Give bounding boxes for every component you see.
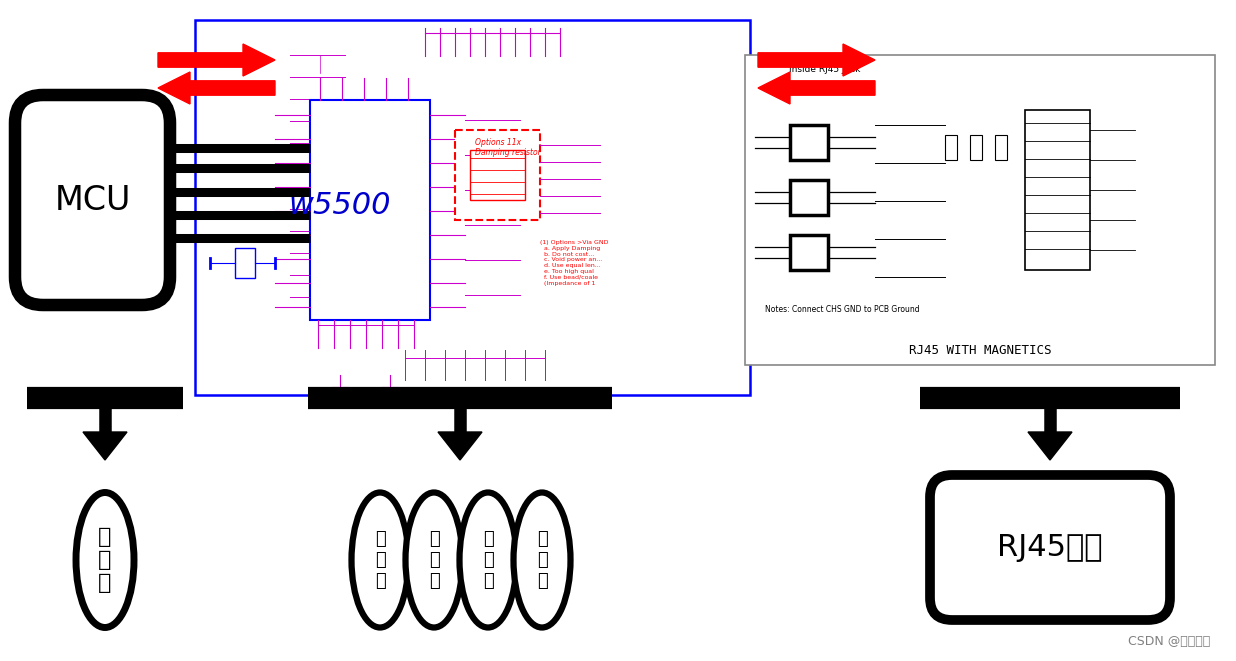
Text: RJ45 WITH MAGNETICS: RJ45 WITH MAGNETICS [908, 344, 1052, 356]
Text: MCU: MCU [54, 184, 131, 217]
Text: 链
路
层: 链 路 层 [482, 530, 493, 590]
Text: Notes: Connect CHS GND to PCB Ground: Notes: Connect CHS GND to PCB Ground [765, 305, 920, 315]
Ellipse shape [460, 492, 517, 627]
Polygon shape [758, 44, 875, 76]
Text: w5500: w5500 [289, 190, 392, 219]
Text: 网
络
层: 网 络 层 [429, 530, 439, 590]
Bar [995, 135, 1007, 160]
Polygon shape [83, 400, 127, 460]
Bar [310, 100, 430, 320]
Bar [455, 130, 540, 220]
Bar [745, 55, 1215, 365]
Bar [790, 125, 828, 160]
Text: RJ45插座: RJ45插座 [997, 533, 1103, 562]
Polygon shape [1028, 400, 1072, 460]
Text: Inside RJ45 Jack: Inside RJ45 Jack [790, 65, 860, 75]
Ellipse shape [513, 492, 571, 627]
Text: GND: GND [383, 401, 397, 406]
Polygon shape [438, 400, 482, 460]
Text: 传
输
层: 传 输 层 [375, 530, 386, 590]
Bar [195, 20, 750, 395]
Text: Options 11x
Damping resistor: Options 11x Damping resistor [475, 138, 541, 157]
Text: GND: GND [334, 401, 346, 406]
Text: (1) Options >Via GND
  a. Apply Damping
  b. Do not cost...
  c. Void power an..: (1) Options >Via GND a. Apply Damping b.… [540, 240, 608, 286]
Polygon shape [158, 44, 274, 76]
Ellipse shape [405, 492, 462, 627]
Polygon shape [158, 72, 274, 104]
Bar [790, 235, 828, 270]
Bar [235, 248, 255, 278]
Bar [790, 180, 828, 215]
Ellipse shape [351, 492, 409, 627]
Bar [470, 150, 525, 200]
Bar [1025, 110, 1090, 270]
Ellipse shape [75, 492, 133, 627]
Bar [970, 135, 981, 160]
FancyBboxPatch shape [929, 475, 1170, 620]
FancyBboxPatch shape [15, 95, 171, 305]
Text: 应
用
层: 应 用 层 [99, 527, 111, 593]
Polygon shape [758, 72, 875, 104]
Text: 物
理
层: 物 理 层 [536, 530, 548, 590]
Text: CSDN @十六宿舍: CSDN @十六宿舍 [1127, 635, 1210, 648]
Bar [946, 135, 957, 160]
